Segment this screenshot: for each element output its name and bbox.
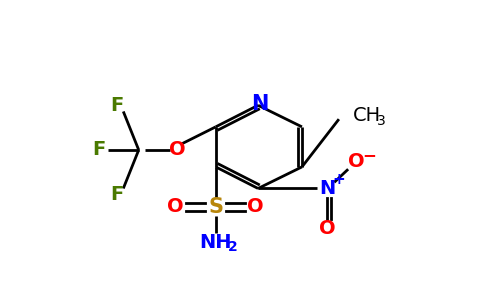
- Text: 2: 2: [228, 240, 238, 254]
- Text: CH: CH: [353, 106, 381, 125]
- Text: N: N: [251, 94, 268, 114]
- Text: O: O: [167, 197, 184, 216]
- Text: F: F: [110, 185, 124, 204]
- Text: O: O: [319, 219, 336, 238]
- Text: O: O: [169, 140, 185, 160]
- Text: F: F: [110, 96, 124, 115]
- Text: S: S: [208, 197, 223, 217]
- Text: −: −: [362, 146, 376, 164]
- Text: F: F: [92, 140, 106, 160]
- Text: +: +: [333, 172, 345, 187]
- Text: NH: NH: [199, 233, 232, 252]
- Text: 3: 3: [378, 115, 386, 128]
- Text: O: O: [247, 197, 264, 216]
- Text: O: O: [348, 152, 364, 171]
- Text: N: N: [319, 179, 335, 198]
